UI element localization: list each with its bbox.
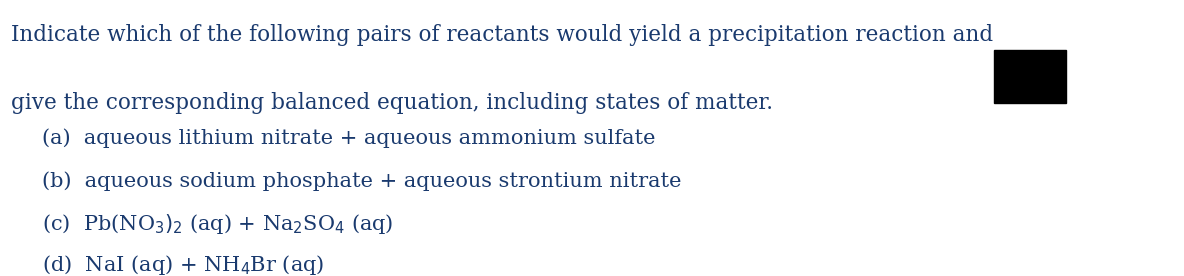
- Text: (c)  Pb(NO$_3)_2$ (aq) + Na$_2$SO$_4$ (aq): (c) Pb(NO$_3)_2$ (aq) + Na$_2$SO$_4$ (aq…: [43, 212, 393, 236]
- Text: (d)  NaI (aq) + NH$_4$Br (aq): (d) NaI (aq) + NH$_4$Br (aq): [43, 253, 324, 276]
- Text: Indicate which of the following pairs of reactants would yield a precipitation r: Indicate which of the following pairs of…: [11, 24, 993, 46]
- Text: (b)  aqueous sodium phosphate + aqueous strontium nitrate: (b) aqueous sodium phosphate + aqueous s…: [43, 171, 682, 191]
- Text: (a)  aqueous lithium nitrate + aqueous ammonium sulfate: (a) aqueous lithium nitrate + aqueous am…: [43, 129, 656, 148]
- Text: give the corresponding balanced equation, including states of matter.: give the corresponding balanced equation…: [11, 92, 773, 114]
- FancyBboxPatch shape: [993, 50, 1066, 103]
